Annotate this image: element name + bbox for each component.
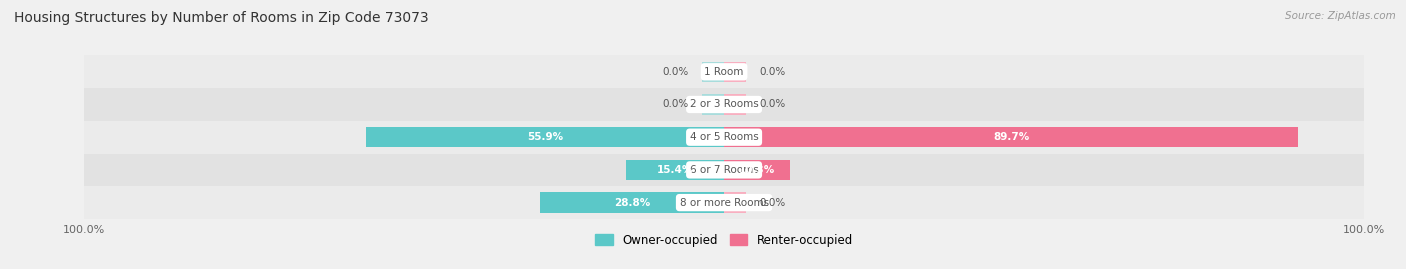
Bar bbox=[84, 121, 1364, 154]
Text: 0.0%: 0.0% bbox=[662, 67, 689, 77]
Bar bbox=[84, 88, 1364, 121]
Text: 55.9%: 55.9% bbox=[527, 132, 564, 142]
Text: 89.7%: 89.7% bbox=[993, 132, 1029, 142]
Bar bbox=[724, 94, 747, 115]
Text: 4 or 5 Rooms: 4 or 5 Rooms bbox=[690, 132, 758, 142]
Text: 10.3%: 10.3% bbox=[740, 165, 775, 175]
Bar bbox=[724, 62, 747, 82]
Text: 28.8%: 28.8% bbox=[614, 198, 650, 208]
Text: 15.4%: 15.4% bbox=[657, 165, 693, 175]
Text: Source: ZipAtlas.com: Source: ZipAtlas.com bbox=[1285, 11, 1396, 21]
Bar bbox=[540, 192, 724, 213]
Bar bbox=[702, 62, 724, 82]
Bar bbox=[724, 160, 790, 180]
Text: 0.0%: 0.0% bbox=[759, 100, 786, 109]
Text: 0.0%: 0.0% bbox=[759, 67, 786, 77]
Bar bbox=[84, 154, 1364, 186]
Bar bbox=[724, 192, 747, 213]
Text: 0.0%: 0.0% bbox=[759, 198, 786, 208]
Text: 8 or more Rooms: 8 or more Rooms bbox=[679, 198, 769, 208]
Bar bbox=[724, 127, 1298, 147]
Text: 0.0%: 0.0% bbox=[662, 100, 689, 109]
Text: 6 or 7 Rooms: 6 or 7 Rooms bbox=[690, 165, 758, 175]
Bar bbox=[84, 186, 1364, 219]
Bar bbox=[702, 94, 724, 115]
Bar bbox=[626, 160, 724, 180]
Text: 1 Room: 1 Room bbox=[704, 67, 744, 77]
Text: 2 or 3 Rooms: 2 or 3 Rooms bbox=[690, 100, 758, 109]
Legend: Owner-occupied, Renter-occupied: Owner-occupied, Renter-occupied bbox=[591, 229, 858, 251]
Bar bbox=[367, 127, 724, 147]
Bar bbox=[84, 55, 1364, 88]
Text: Housing Structures by Number of Rooms in Zip Code 73073: Housing Structures by Number of Rooms in… bbox=[14, 11, 429, 25]
